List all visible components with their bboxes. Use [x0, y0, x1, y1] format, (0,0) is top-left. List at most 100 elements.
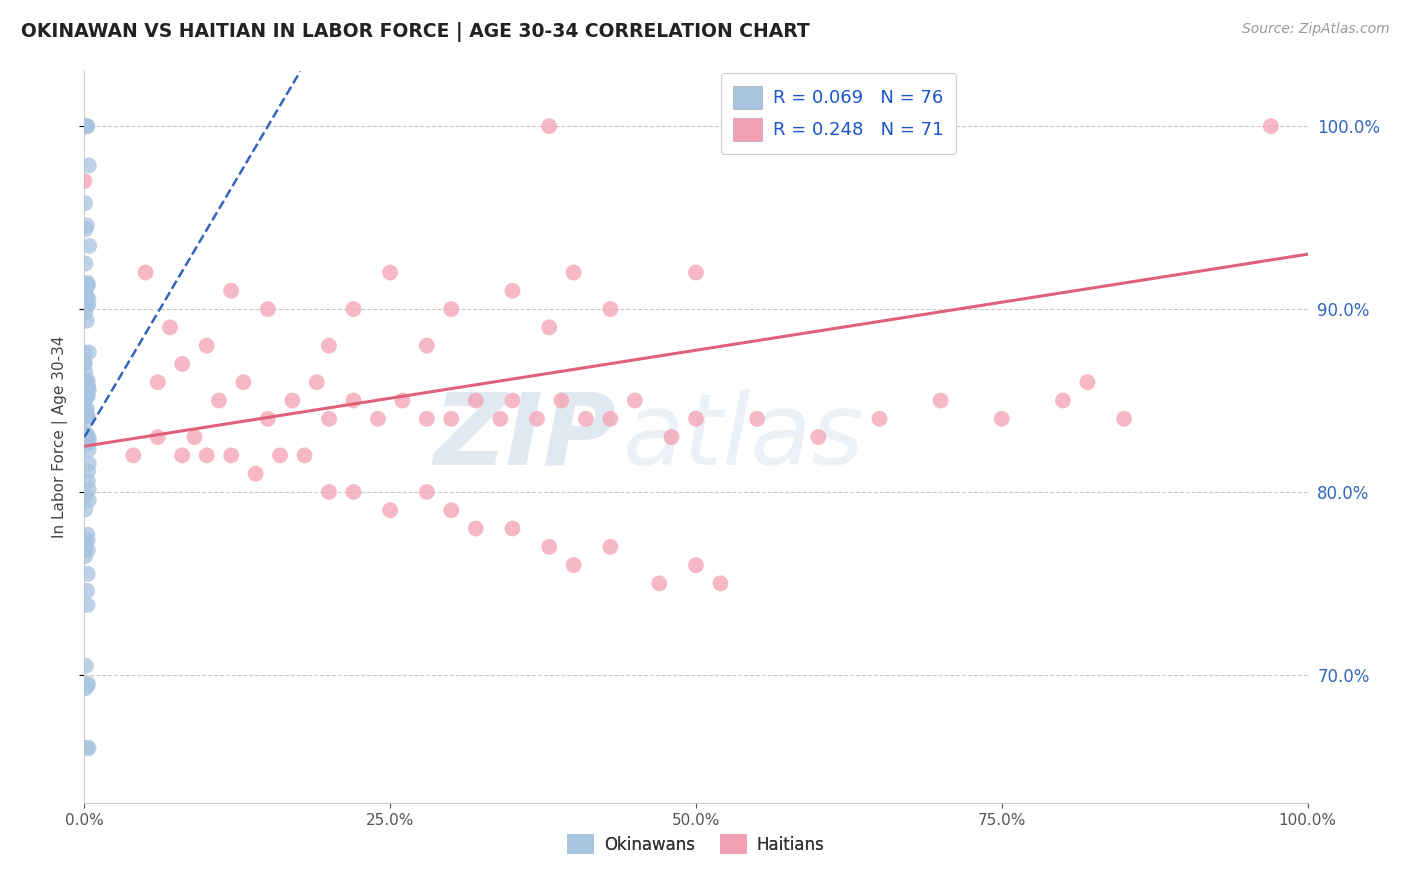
Point: [73, 425, 96, 439]
Point: [122, 448, 145, 462]
Point: [73, 119, 96, 133]
Point: [77, 464, 100, 478]
Point: [135, 265, 157, 279]
Point: [599, 411, 621, 425]
Point: [76, 119, 98, 133]
Point: [76, 277, 98, 292]
Point: [73, 380, 96, 394]
Point: [159, 320, 181, 334]
Point: [562, 558, 585, 573]
Point: [502, 284, 524, 298]
Point: [75, 256, 97, 270]
Point: [257, 301, 280, 316]
Point: [440, 411, 463, 425]
Point: [575, 411, 598, 425]
Point: [77, 158, 100, 172]
Point: [76, 299, 98, 313]
Point: [75, 196, 97, 211]
Point: [73, 346, 96, 360]
Point: [77, 383, 100, 397]
Point: [416, 484, 439, 499]
Point: [219, 448, 242, 462]
Point: [76, 314, 98, 328]
Point: [1260, 119, 1282, 133]
Point: [305, 375, 328, 389]
Point: [76, 409, 98, 423]
Point: [172, 448, 194, 462]
Point: [318, 411, 340, 425]
Point: [648, 576, 671, 591]
Point: [76, 678, 98, 692]
Point: [380, 265, 402, 279]
Point: [440, 301, 463, 316]
Point: [416, 338, 439, 352]
Point: [416, 411, 439, 425]
Point: [526, 411, 548, 425]
Point: [77, 380, 100, 394]
Point: [294, 448, 316, 462]
Point: [77, 740, 100, 755]
Point: [502, 393, 524, 408]
Point: [232, 375, 254, 389]
Point: [502, 521, 524, 535]
Point: [75, 427, 97, 442]
Point: [208, 393, 231, 408]
Point: [195, 338, 218, 352]
Point: [76, 428, 98, 442]
Point: [1052, 393, 1074, 408]
Point: [1076, 375, 1098, 389]
Point: [869, 411, 891, 425]
Point: [76, 389, 98, 403]
Point: [76, 389, 98, 403]
Point: [77, 442, 100, 457]
Point: [75, 290, 97, 304]
Point: [685, 265, 707, 279]
Point: [464, 521, 486, 535]
Point: [172, 357, 194, 371]
Point: [77, 474, 100, 488]
Point: [76, 374, 98, 388]
Text: ZIP: ZIP: [433, 389, 616, 485]
Point: [77, 434, 100, 449]
Point: [183, 430, 205, 444]
Point: [73, 393, 96, 408]
Point: [77, 677, 100, 691]
Point: [75, 681, 97, 696]
Point: [75, 404, 97, 418]
Point: [75, 382, 97, 396]
Point: [77, 432, 100, 446]
Point: [685, 558, 707, 573]
Point: [75, 119, 97, 133]
Point: [562, 265, 585, 279]
Point: [73, 357, 96, 371]
Point: [77, 239, 100, 253]
Point: [146, 430, 169, 444]
Point: [391, 393, 413, 408]
Point: [77, 278, 100, 293]
Point: [245, 467, 267, 481]
Point: [75, 534, 97, 549]
Point: [76, 409, 98, 424]
Point: [489, 411, 512, 425]
Point: [538, 540, 561, 554]
Point: [747, 411, 769, 425]
Point: [77, 297, 100, 311]
Point: [599, 540, 621, 554]
Point: [76, 566, 98, 581]
Point: [76, 436, 98, 450]
Point: [464, 393, 486, 408]
Point: [73, 390, 96, 404]
Point: [342, 484, 364, 499]
Point: [75, 542, 97, 557]
Point: [75, 305, 97, 319]
Point: [77, 493, 100, 508]
Point: [75, 383, 97, 397]
Point: [76, 527, 98, 541]
Point: [76, 533, 98, 548]
Text: Source: ZipAtlas.com: Source: ZipAtlas.com: [1241, 22, 1389, 37]
Point: [380, 503, 402, 517]
Text: OKINAWAN VS HAITIAN IN LABOR FORCE | AGE 30-34 CORRELATION CHART: OKINAWAN VS HAITIAN IN LABOR FORCE | AGE…: [21, 22, 810, 42]
Point: [538, 119, 561, 133]
Point: [76, 119, 98, 133]
Point: [75, 502, 97, 516]
